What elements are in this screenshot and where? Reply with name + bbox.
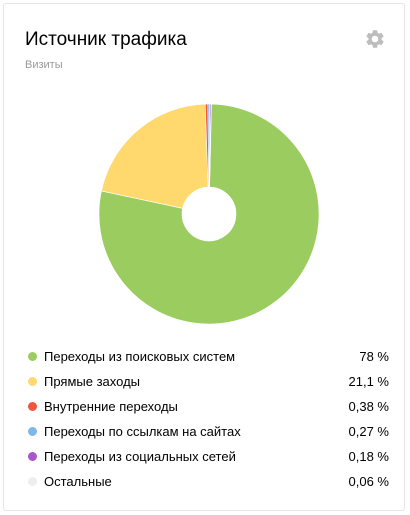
legend-color-dot (28, 352, 37, 361)
legend-value: 0,38 % (348, 399, 389, 414)
legend-color-dot (28, 402, 37, 411)
traffic-source-widget: Источник трафика Визиты Переходы из поис… (3, 3, 405, 511)
legend-value: 0,27 % (348, 424, 389, 439)
legend-value: 0,18 % (348, 449, 389, 464)
legend-color-dot (28, 427, 37, 436)
legend-item[interactable]: Переходы из поисковых систем 78 % (24, 344, 389, 369)
legend-value: 21,1 % (348, 374, 389, 389)
widget-subtitle: Визиты (25, 59, 63, 71)
legend-item[interactable]: Переходы из социальных сетей 0,18 % (24, 444, 389, 469)
chart-legend: Переходы из поисковых систем 78 % Прямые з… (24, 344, 389, 494)
legend-value: 0,06 % (348, 474, 389, 489)
legend-item[interactable]: Прямые заходы 21,1 % (24, 369, 389, 394)
widget-title: Источник трафика (25, 29, 187, 50)
gear-icon[interactable] (364, 28, 386, 50)
legend-label: Переходы из социальных сетей (44, 449, 236, 464)
legend-label: Переходы по ссылкам на сайтах (44, 424, 241, 439)
legend-color-dot (28, 477, 37, 486)
pie-slice[interactable] (209, 103, 212, 188)
legend-color-dot (28, 452, 37, 461)
traffic-pie-chart (98, 103, 320, 325)
legend-color-dot (28, 377, 37, 386)
legend-item[interactable]: Переходы по ссылкам на сайтах 0,27 % (24, 419, 389, 444)
legend-label: Остальные (44, 474, 112, 489)
legend-item[interactable]: Внутренние переходы 0,38 % (24, 394, 389, 419)
legend-item[interactable]: Остальные 0,06 % (24, 469, 389, 494)
legend-label: Внутренние переходы (44, 399, 178, 414)
legend-label: Переходы из поисковых систем (44, 349, 236, 364)
pie-slice[interactable] (98, 103, 320, 325)
legend-label: Прямые заходы (44, 374, 141, 389)
legend-value: 78 % (359, 349, 389, 364)
pie-slice[interactable] (101, 103, 209, 209)
